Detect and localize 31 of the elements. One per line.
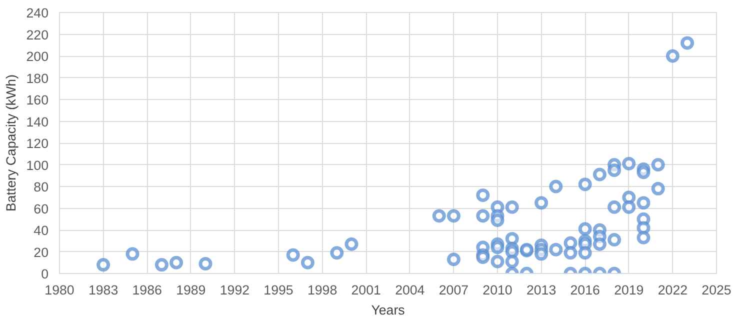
- x-tick-label: 1989: [176, 282, 206, 298]
- y-tick-label: 100: [26, 158, 49, 173]
- y-tick-label: 120: [26, 136, 49, 151]
- x-tick-label: 2022: [658, 282, 688, 298]
- y-tick-label: 20: [34, 244, 49, 260]
- x-tick-label: 2025: [702, 282, 732, 298]
- y-tick-label: 180: [26, 70, 49, 86]
- y-tick-label: 200: [26, 49, 49, 64]
- x-tick-label: 2016: [570, 282, 600, 298]
- x-tick-label: 1998: [307, 282, 338, 298]
- x-tick-label: 1992: [220, 282, 250, 298]
- x-tick-label: 1995: [264, 282, 294, 298]
- y-tick-label: 0: [41, 266, 49, 282]
- x-tick-label: 2019: [614, 282, 644, 298]
- y-tick-label: 80: [34, 180, 49, 194]
- y-tick-label: 40: [34, 223, 49, 238]
- x-tick-label: 2001: [351, 282, 381, 298]
- x-tick-label: 1980: [44, 282, 74, 298]
- y-tick-label: 220: [26, 27, 49, 42]
- x-axis-title: Years: [371, 302, 406, 318]
- y-axis-title: Battery Capacity (kWh): [3, 74, 18, 212]
- y-tick-label: 160: [26, 92, 49, 108]
- x-tick-label: 1983: [88, 282, 118, 298]
- x-tick-label: 2007: [438, 282, 469, 298]
- x-tick-label: 1986: [132, 282, 162, 298]
- y-tick-label: 240: [26, 6, 49, 20]
- y-tick-label: 140: [26, 114, 49, 130]
- x-tick-label: 2004: [395, 282, 426, 298]
- y-tick-label: 60: [34, 201, 49, 216]
- x-tick-label: 2013: [526, 282, 556, 298]
- x-tick-label: 2010: [482, 282, 512, 298]
